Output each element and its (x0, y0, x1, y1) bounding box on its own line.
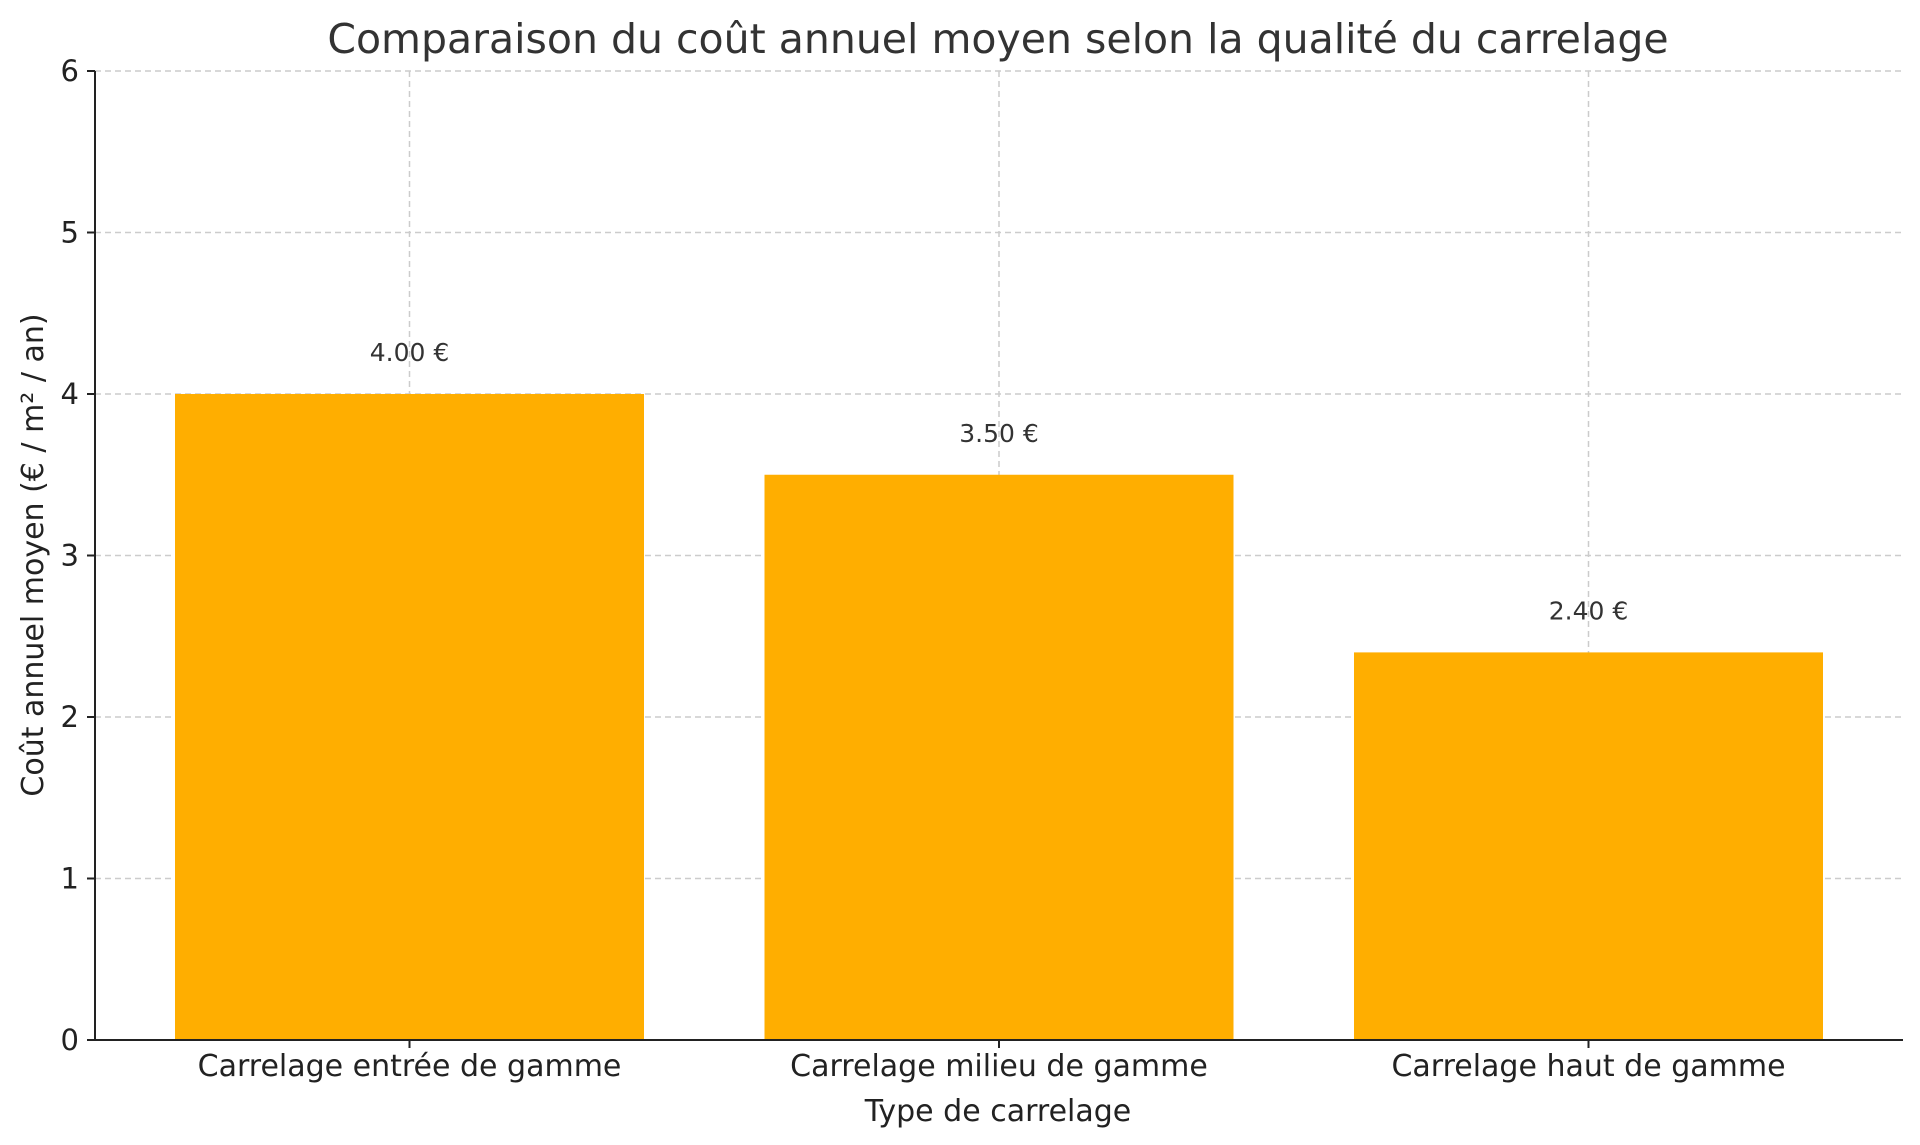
x-tick-label-1: Carrelage milieu de gamme (790, 1049, 1208, 1084)
y-tick-label-1: 1 (61, 862, 79, 896)
bars-layer (175, 394, 1823, 1040)
bar-value-label-0: 4.00 € (370, 338, 450, 367)
bar-value-label-2: 2.40 € (1549, 596, 1629, 625)
bar-1 (764, 474, 1234, 1040)
y-tick-label-0: 0 (61, 1023, 79, 1057)
y-tick-label-3: 3 (61, 539, 79, 573)
labels-layer: 0 1 2 3 4 5 6 Carrelage entrée de gamme 4.00 € Ca… (61, 54, 1786, 1084)
y-tick-label-6: 6 (61, 54, 79, 88)
x-tick-label-2: Carrelage haut de gamme (1391, 1049, 1785, 1084)
x-axis-label: Type de carrelage (864, 1094, 1132, 1129)
bar-value-label-1: 3.50 € (959, 419, 1039, 448)
axis-layer (87, 70, 1903, 1048)
chart-title: Comparaison du coût annuel moyen selon l… (327, 15, 1668, 63)
y-tick-label-4: 4 (61, 377, 79, 411)
y-axis-label: Coût annuel moyen (€ / m² / an) (16, 313, 51, 796)
bar-2 (1354, 652, 1823, 1040)
bar-0 (175, 394, 644, 1040)
x-tick-label-0: Carrelage entrée de gamme (198, 1049, 622, 1084)
y-tick-label-5: 5 (61, 216, 79, 250)
y-tick-label-2: 2 (61, 700, 79, 734)
